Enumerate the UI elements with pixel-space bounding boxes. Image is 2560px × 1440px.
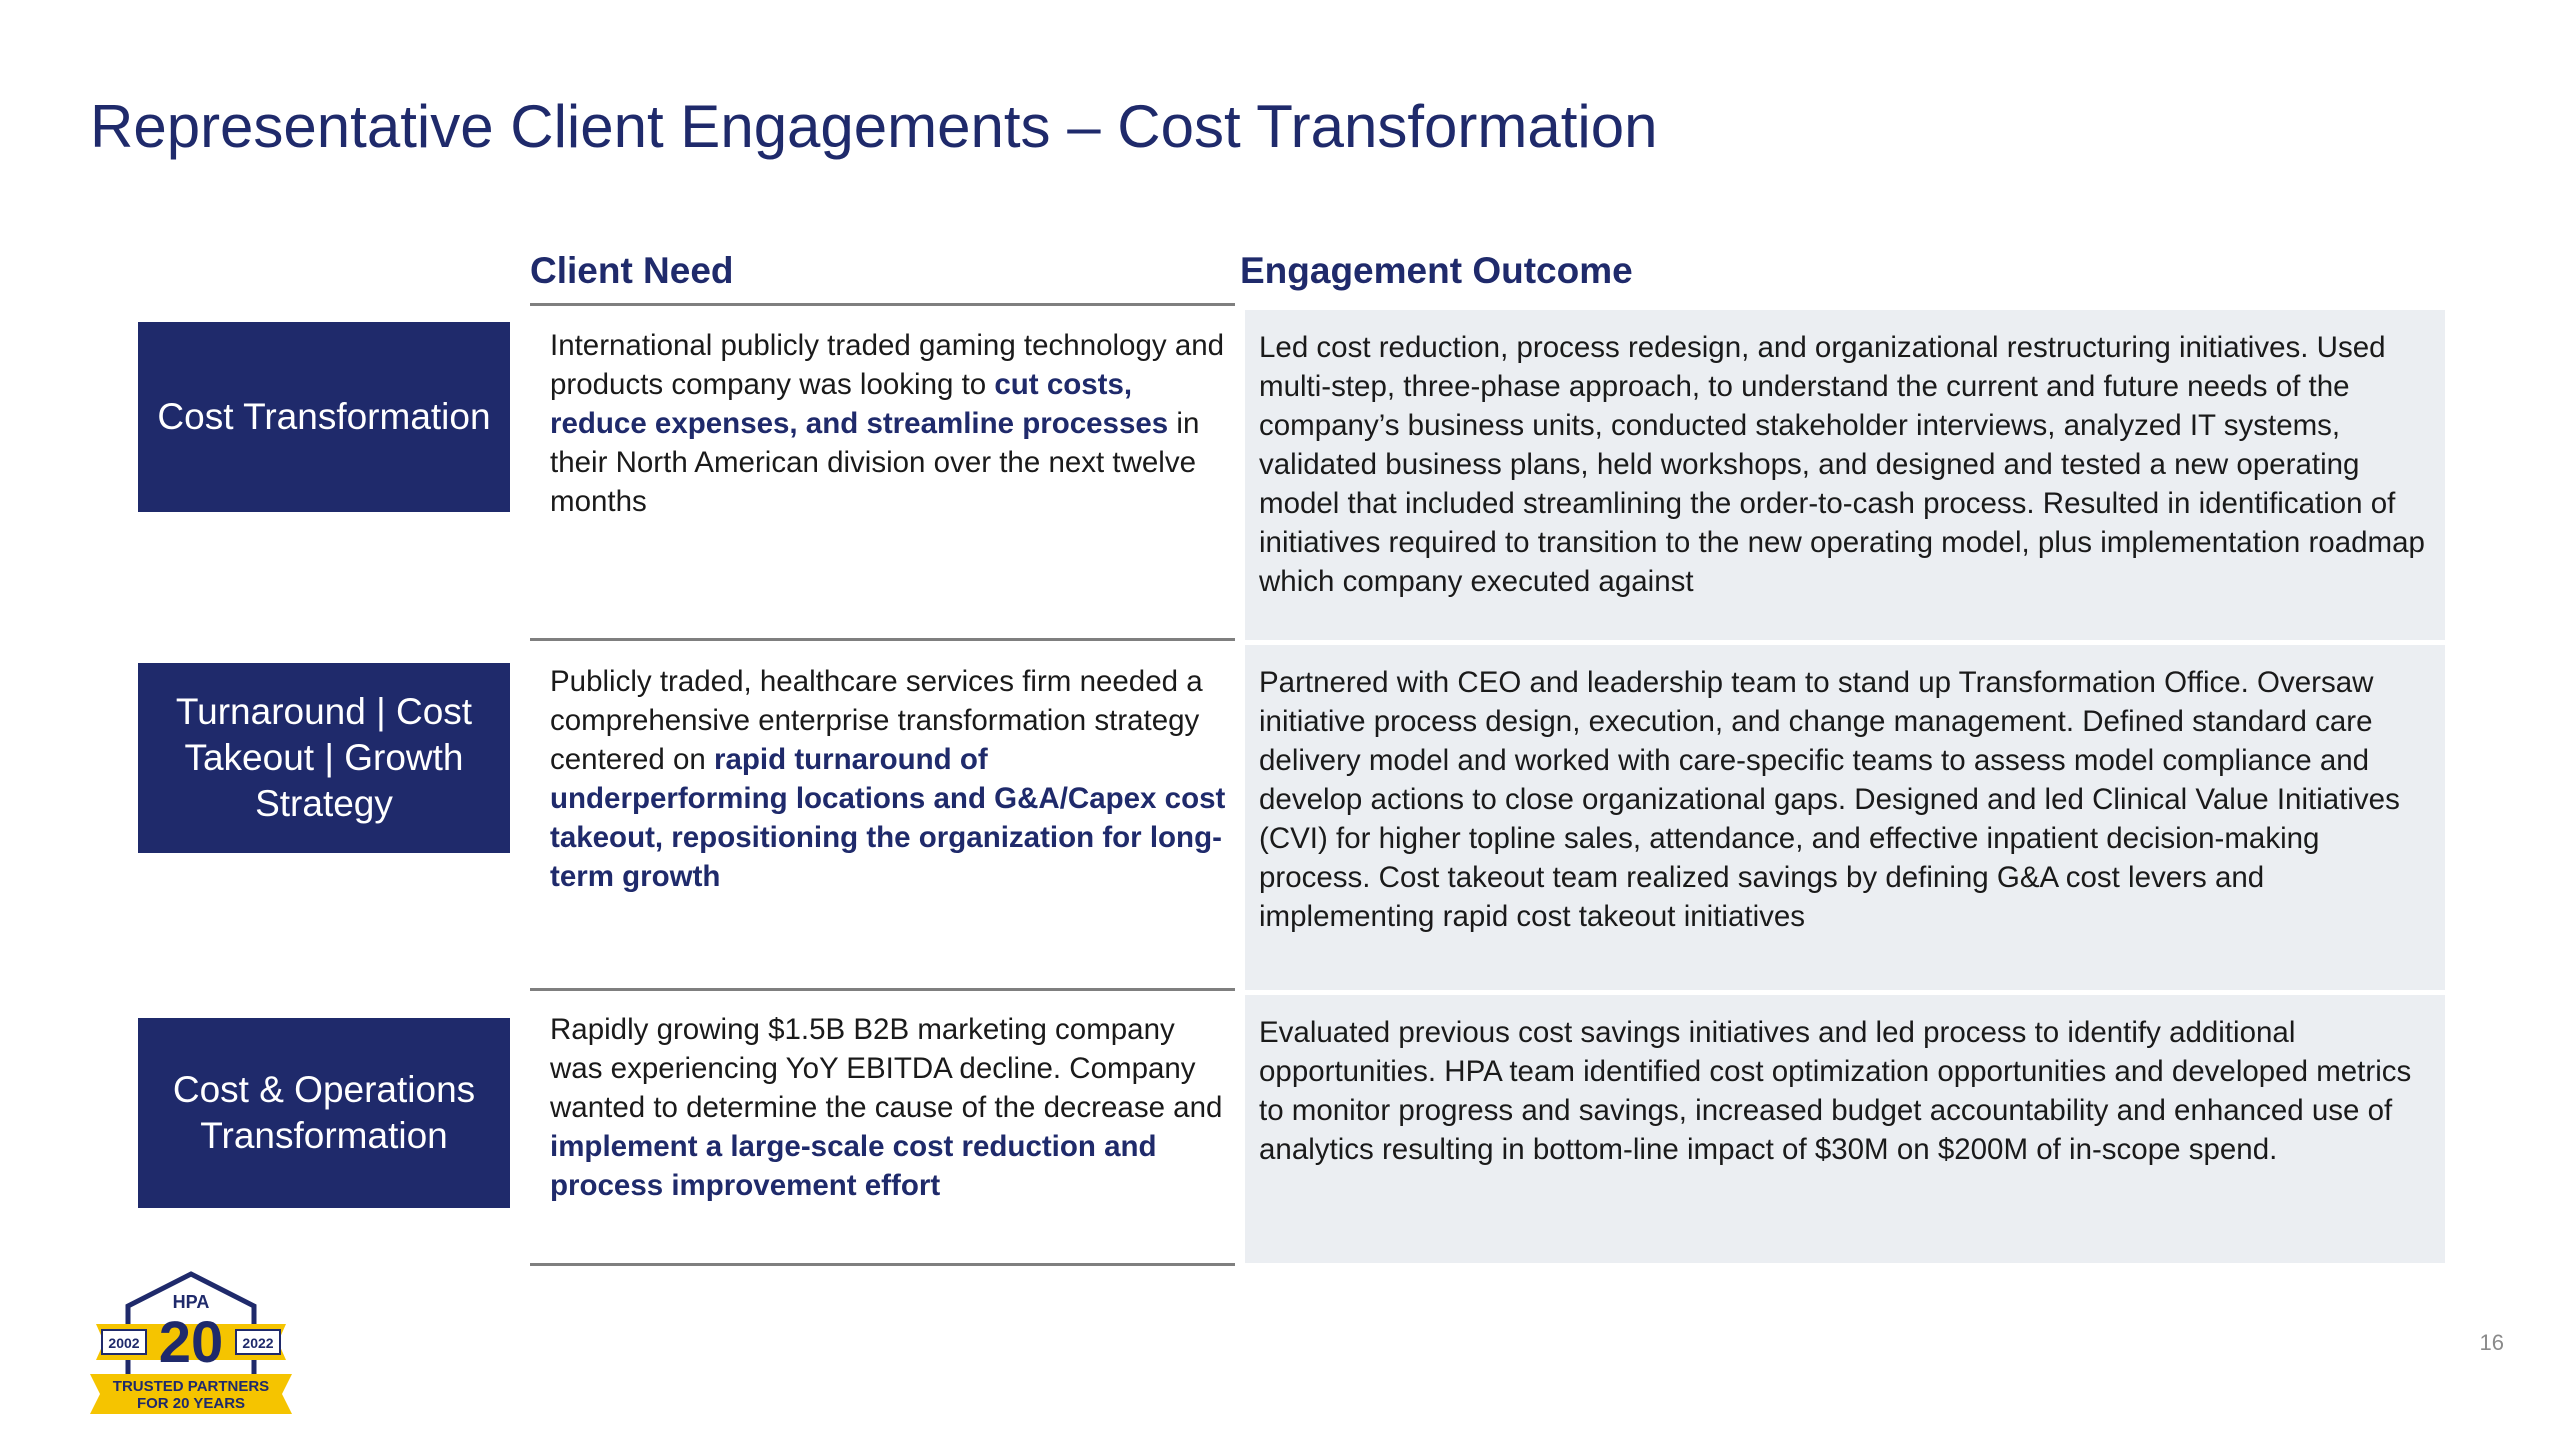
need-segment: Rapidly growing $1.5B B2B marketing comp…: [550, 1013, 1223, 1124]
page-title: Representative Client Engagements – Cost…: [90, 93, 1658, 160]
header-rule: [530, 303, 1235, 306]
row-divider: [530, 638, 1235, 641]
badge-year-right-box: [235, 1329, 281, 1355]
client-need-text: International publicly traded gaming tec…: [550, 326, 1230, 521]
need-highlight: cut costs, reduce expenses, and streamli…: [550, 368, 1169, 440]
engagement-outcome-text: Partnered with CEO and leadership team t…: [1245, 645, 2445, 990]
need-highlight: rapid turnaround of underperforming loca…: [550, 743, 1226, 893]
badge-year-start: 2002: [108, 1335, 139, 1351]
need-segment: Publicly traded, healthcare services fir…: [550, 665, 1203, 776]
row-divider: [530, 988, 1235, 991]
row-label-turnaround: Turnaround | Cost Takeout | Growth Strat…: [138, 663, 510, 853]
row-divider: [530, 1263, 1235, 1266]
badge-line2: FOR 20 YEARS: [137, 1395, 245, 1412]
row-label-cost-operations: Cost & Operations Transformation: [138, 1018, 510, 1208]
client-need-header: Client Need: [530, 250, 734, 291]
need-segment: International publicly traded gaming tec…: [550, 329, 1225, 401]
need-highlight: implement a large-scale cost reduction a…: [550, 1130, 1157, 1202]
badge-brand-bg: [166, 1292, 216, 1310]
engagement-outcome-text: Evaluated previous cost savings initiati…: [1245, 995, 2445, 1263]
badge-ribbon: [90, 1374, 292, 1414]
badge-number: 20: [159, 1310, 224, 1375]
client-need-text: Publicly traded, healthcare services fir…: [550, 662, 1230, 896]
badge-year-end: 2022: [242, 1335, 273, 1351]
client-need-text: Rapidly growing $1.5B B2B marketing comp…: [550, 1010, 1230, 1205]
engagement-outcome-text: Led cost reduction, process redesign, an…: [1245, 310, 2445, 640]
engagement-outcome-header: Engagement Outcome: [1240, 250, 1633, 291]
badge-year-left-box: [101, 1329, 147, 1355]
page-number: 16: [2479, 1330, 2504, 1355]
badge-line1: TRUSTED PARTNERS: [113, 1378, 269, 1395]
hpa-20-years-badge: 2002 2022 HPA 20 TRUSTED PARTNERS FOR 20…: [90, 1271, 292, 1414]
row-label-cost-transformation: Cost Transformation: [138, 322, 510, 512]
need-segment: in their North American division over th…: [550, 407, 1200, 518]
badge-brand: HPA: [173, 1292, 210, 1312]
